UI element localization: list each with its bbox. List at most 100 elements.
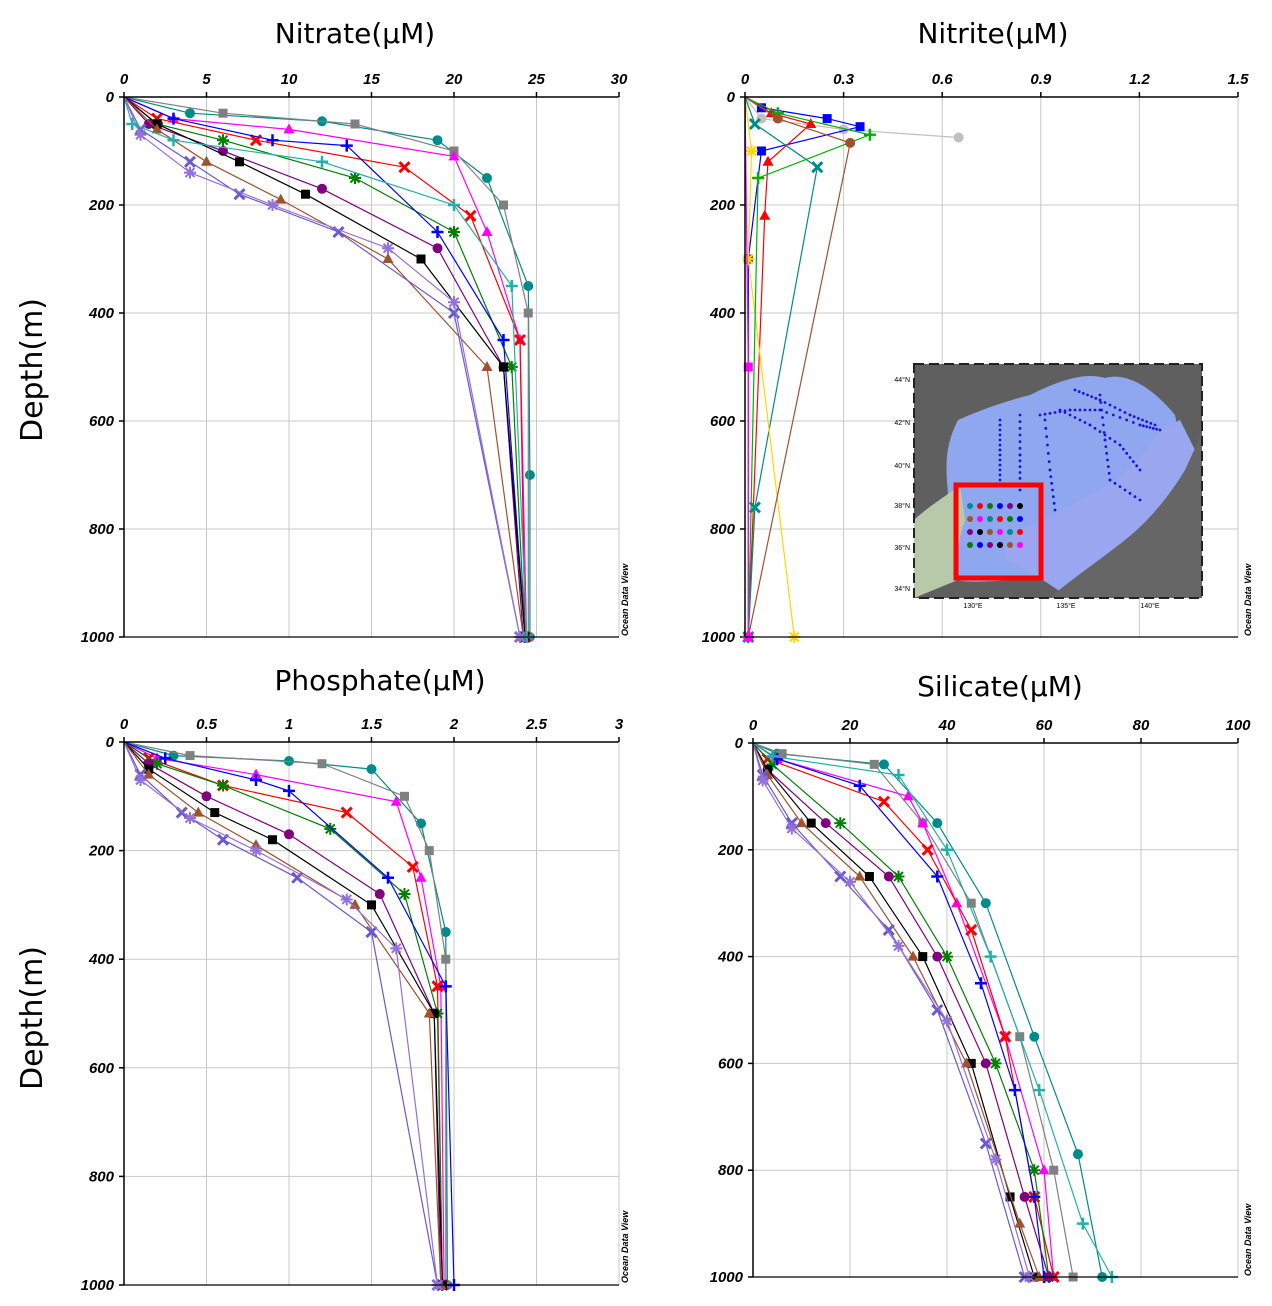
data-point	[284, 829, 294, 840]
inset-study-station	[987, 516, 993, 522]
data-point	[266, 199, 279, 211]
inset-study-station	[967, 503, 973, 509]
inset-station-dot	[1050, 481, 1054, 485]
data-point	[742, 253, 755, 265]
data-point	[340, 806, 353, 819]
inset-study-station	[997, 542, 1003, 548]
data-point	[283, 784, 295, 797]
data-point	[143, 119, 154, 129]
y-tick-label: 1000	[710, 1269, 744, 1286]
data-point	[756, 774, 769, 787]
series-line	[123, 96, 521, 638]
series-line	[744, 96, 795, 638]
inset-study-station	[977, 542, 983, 548]
inset-station-dot	[1018, 426, 1022, 430]
data-point	[822, 114, 832, 124]
data-point	[918, 952, 928, 962]
data-point	[126, 118, 139, 130]
data-point	[921, 843, 934, 856]
inset-station-dot	[1102, 431, 1106, 434]
data-point	[980, 1058, 991, 1069]
data-point	[192, 806, 204, 817]
data-point	[185, 751, 195, 761]
data-point	[811, 161, 824, 174]
data-point	[167, 112, 180, 125]
data-point	[878, 759, 889, 770]
inset-station-dot	[1155, 427, 1159, 431]
data-point	[317, 183, 327, 194]
inset-study-station	[977, 529, 983, 535]
inset-study-station	[987, 542, 993, 548]
inset-station-dot	[1118, 485, 1122, 489]
data-point	[250, 774, 262, 787]
series-line	[752, 742, 1050, 1278]
data-point	[931, 870, 944, 883]
inset-station-dot	[1103, 401, 1107, 404]
inset-lat-label: 42°N	[894, 419, 910, 427]
inset-station-dot	[998, 468, 1002, 472]
x-tick-label: 100	[1225, 717, 1251, 734]
inset-lat-label: 40°N	[894, 462, 910, 470]
data-point	[382, 871, 394, 884]
series-line	[752, 742, 1035, 1278]
series-line	[752, 742, 1103, 1278]
data-point	[762, 155, 774, 166]
data-point	[1038, 1164, 1050, 1175]
data-point	[217, 134, 229, 147]
inset-station-dot	[1100, 408, 1104, 412]
inset-study-station	[997, 503, 1003, 509]
y-tick-label: 400	[709, 305, 736, 322]
data-point	[406, 860, 419, 873]
data-point	[349, 898, 361, 909]
inset-station-dot	[1123, 411, 1127, 414]
data-point	[423, 1007, 435, 1018]
data-point	[134, 128, 147, 141]
inset-station-dot	[1048, 468, 1052, 472]
x-tick-label: 40	[938, 717, 956, 734]
inset-study-station	[967, 516, 973, 522]
data-point	[431, 980, 444, 993]
inset-station-dot	[1107, 471, 1111, 475]
y-tick-label: 0	[106, 734, 115, 751]
data-point	[965, 923, 978, 936]
inset-station-dot	[1043, 412, 1047, 416]
x-tick-label: 0.3	[833, 71, 855, 88]
y-tick-label: 200	[717, 842, 744, 859]
data-point	[367, 900, 376, 910]
series-line	[123, 96, 531, 637]
data-point	[820, 818, 831, 829]
silicate-title: Silicate(μM)	[917, 670, 1083, 703]
data-point	[424, 846, 434, 856]
data-point	[184, 812, 196, 825]
inset-station-dot	[1151, 426, 1155, 430]
data-point	[966, 898, 976, 908]
inset-station-dot	[1047, 460, 1051, 464]
y-tick-label: 800	[89, 1168, 115, 1185]
inset-station-dot	[998, 428, 1002, 432]
inset-station-dot	[1098, 393, 1102, 397]
odv-watermark-nitrate: Ocean Data View	[620, 563, 630, 636]
data-point	[235, 157, 244, 167]
inset-station-dot	[1138, 468, 1142, 472]
inset-station-dot	[1049, 475, 1053, 479]
data-point	[217, 779, 229, 792]
inset-station-dot	[1118, 443, 1122, 447]
data-point	[184, 166, 196, 179]
nitrite-title: Nitrite(μM)	[917, 17, 1068, 50]
data-point	[941, 843, 953, 856]
data-point	[524, 470, 535, 480]
data-point	[416, 254, 426, 264]
data-point	[1005, 1192, 1015, 1202]
data-point	[892, 870, 905, 883]
inset-lat-label: 38°N	[894, 502, 910, 510]
data-point	[374, 889, 385, 900]
inset-station-dot	[998, 473, 1002, 477]
inset-study-station	[1007, 529, 1013, 535]
inset-station-dot	[1138, 423, 1142, 427]
inset-study-station	[967, 529, 973, 535]
inset-study-station	[977, 503, 983, 509]
data-point	[1014, 1217, 1026, 1228]
inset-station-dot	[1103, 438, 1107, 442]
inset-station-dot	[1101, 416, 1104, 419]
